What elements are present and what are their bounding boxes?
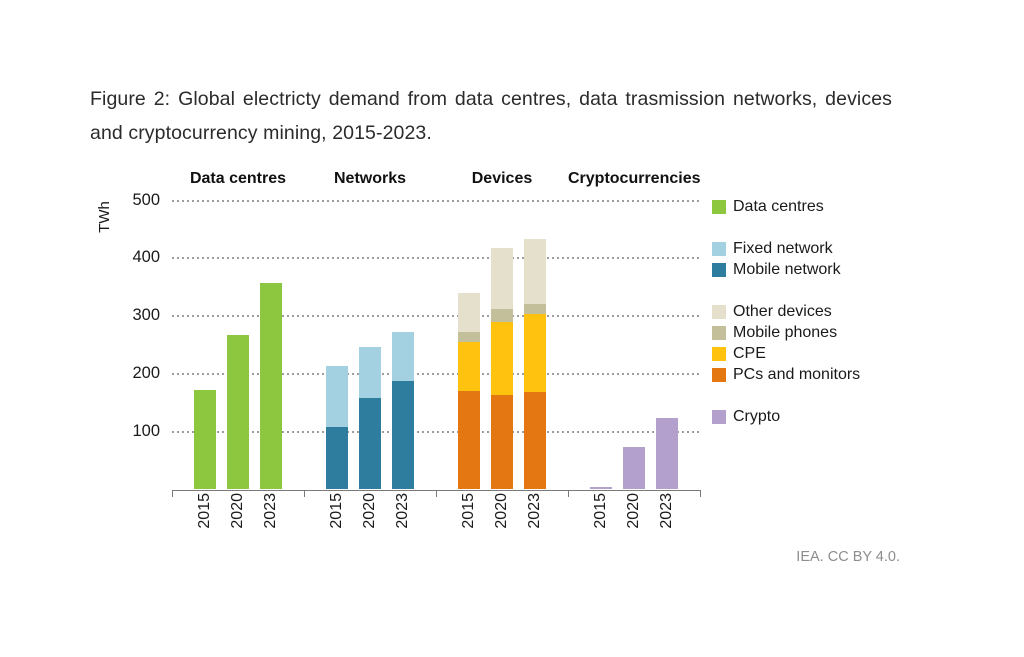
- gridline-500: [172, 199, 700, 202]
- group-header: Data centres: [189, 170, 287, 187]
- bar-segment: [491, 248, 513, 309]
- legend-swatch-icon: [712, 325, 726, 340]
- y-tick-label: 500: [132, 190, 160, 209]
- x-axis-tickmark: [568, 489, 569, 497]
- bar-segment: [326, 427, 348, 490]
- legend-group: Crypto: [712, 406, 860, 427]
- x-tick-label: 2023: [658, 493, 675, 529]
- legend-item: Fixed network: [712, 238, 860, 259]
- x-axis-tickmark: [700, 489, 701, 497]
- legend-item: Other devices: [712, 301, 860, 322]
- bar-segment: [590, 487, 612, 490]
- gridline-400: [172, 257, 700, 260]
- x-tick-label: 2020: [229, 493, 246, 529]
- legend-swatch-icon: [712, 199, 726, 214]
- legend-label: Fixed network: [733, 239, 833, 257]
- legend-item: Crypto: [712, 406, 860, 427]
- group-header: Cryptocurrencies: [568, 170, 701, 187]
- x-tick-label: 2023: [526, 493, 543, 529]
- bar-segment: [458, 332, 480, 343]
- legend-label: Other devices: [733, 302, 832, 320]
- legend-item: PCs and monitors: [712, 364, 860, 385]
- figure-caption: Figure 2: Global electricty demand from …: [90, 88, 892, 144]
- bar-segment: [392, 380, 414, 490]
- bar-segment: [524, 313, 546, 393]
- x-tick-label: 2020: [361, 493, 378, 529]
- legend-label: Mobile phones: [733, 323, 838, 341]
- legend-group: Other devices Mobile phones CPE PCs and mon…: [712, 301, 860, 385]
- x-tick-label: 2020: [625, 493, 642, 529]
- bar-segment: [524, 303, 546, 314]
- bar-segment: [260, 282, 282, 490]
- bar-segment: [458, 342, 480, 391]
- license-attribution: IEA. CC BY 4.0.: [796, 549, 900, 565]
- bar-segment: [392, 331, 414, 381]
- bar-segment: [491, 394, 513, 490]
- legend-swatch-icon: [712, 367, 726, 382]
- bar-segment: [491, 308, 513, 322]
- bar-segment: [491, 321, 513, 395]
- legend-label: CPE: [733, 344, 766, 362]
- bar-segment: [623, 447, 645, 490]
- bar-segment: [359, 398, 381, 490]
- legend-swatch-icon: [712, 304, 726, 319]
- y-tick-label: 100: [132, 421, 160, 440]
- bar-segment: [458, 390, 480, 490]
- legend-group: Fixed network Mobile network: [712, 238, 860, 280]
- gridline-300: [172, 315, 700, 318]
- x-tick-label: 2015: [196, 493, 213, 529]
- x-tick-label: 2015: [592, 493, 609, 529]
- bar-segment: [524, 239, 546, 304]
- x-tick-label: 2020: [493, 493, 510, 529]
- y-tick-label: 200: [132, 363, 160, 382]
- x-axis-tickmark: [172, 489, 173, 497]
- x-tick-label: 2023: [262, 493, 279, 529]
- legend-swatch-icon: [712, 262, 726, 277]
- legend-group: Data centres: [712, 196, 860, 217]
- x-tick-label: 2015: [460, 493, 477, 529]
- legend-item: Mobile network: [712, 259, 860, 280]
- bar-segment: [458, 293, 480, 333]
- x-tick-label: 2015: [328, 493, 345, 529]
- y-tick-label: 300: [132, 306, 160, 325]
- legend-label: Crypto: [733, 407, 781, 425]
- group-header: Networks: [333, 170, 407, 187]
- bar-segment: [524, 392, 546, 490]
- bar-segment: [359, 346, 381, 399]
- legend-item: CPE: [712, 343, 860, 364]
- x-tick-label: 2023: [394, 493, 411, 529]
- bar-segment: [194, 390, 216, 490]
- legend-swatch-icon: [712, 409, 726, 424]
- legend-item: Mobile phones: [712, 322, 860, 343]
- legend-label: Mobile network: [733, 260, 841, 278]
- y-tick-label: 400: [132, 248, 160, 267]
- bar-segment: [227, 334, 249, 490]
- bar-segment: [326, 366, 348, 428]
- x-axis-tickmark: [436, 489, 437, 497]
- chart-legend: Data centres Fixed network Mobile network O…: [712, 196, 860, 448]
- legend-label: PCs and monitors: [733, 365, 861, 383]
- gridline-200: [172, 372, 700, 375]
- gridline-100: [172, 430, 700, 433]
- legend-label: Data centres: [733, 197, 824, 215]
- legend-swatch-icon: [712, 241, 726, 256]
- legend-item: Data centres: [712, 196, 860, 217]
- x-axis-tickmark: [304, 489, 305, 497]
- legend-swatch-icon: [712, 346, 726, 361]
- group-header: Devices: [471, 170, 533, 187]
- bar-segment: [656, 418, 678, 490]
